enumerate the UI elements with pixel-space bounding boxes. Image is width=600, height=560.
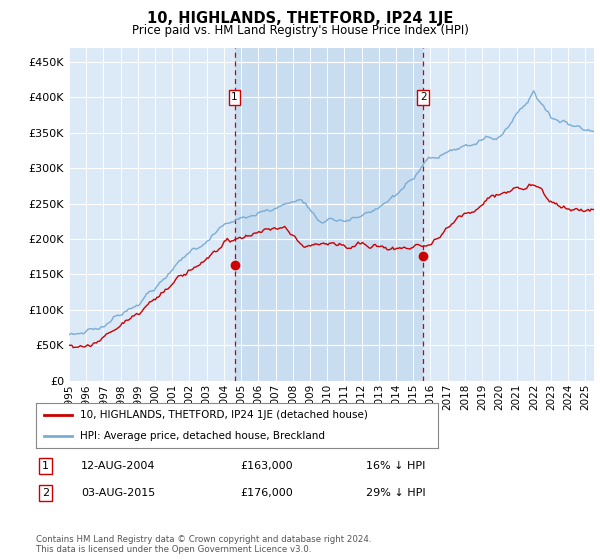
Text: 16% ↓ HPI: 16% ↓ HPI xyxy=(366,461,425,471)
Text: 12-AUG-2004: 12-AUG-2004 xyxy=(81,461,155,471)
Text: 03-AUG-2015: 03-AUG-2015 xyxy=(81,488,155,498)
Text: 1: 1 xyxy=(231,92,238,102)
Text: 1: 1 xyxy=(42,461,49,471)
Text: Contains HM Land Registry data © Crown copyright and database right 2024.
This d: Contains HM Land Registry data © Crown c… xyxy=(36,535,371,554)
Text: 2: 2 xyxy=(420,92,427,102)
Text: 2: 2 xyxy=(42,488,49,498)
Text: 10, HIGHLANDS, THETFORD, IP24 1JE: 10, HIGHLANDS, THETFORD, IP24 1JE xyxy=(147,11,453,26)
Text: 10, HIGHLANDS, THETFORD, IP24 1JE (detached house): 10, HIGHLANDS, THETFORD, IP24 1JE (detac… xyxy=(80,410,368,421)
Text: 29% ↓ HPI: 29% ↓ HPI xyxy=(366,488,425,498)
Text: £176,000: £176,000 xyxy=(240,488,293,498)
Text: Price paid vs. HM Land Registry's House Price Index (HPI): Price paid vs. HM Land Registry's House … xyxy=(131,24,469,37)
Bar xyxy=(235,48,423,381)
Text: HPI: Average price, detached house, Breckland: HPI: Average price, detached house, Brec… xyxy=(80,431,325,441)
Text: £163,000: £163,000 xyxy=(240,461,293,471)
